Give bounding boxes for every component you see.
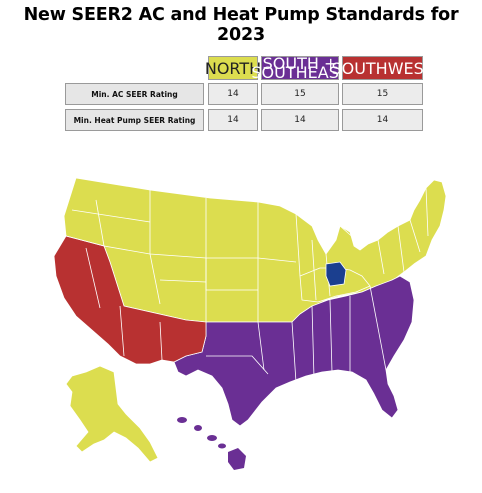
header-south-southeast: SOUTH + SOUTHEAST	[251, 54, 349, 82]
value-ac-south-southeast: 15	[261, 83, 339, 105]
value-hp-north: 14	[208, 109, 258, 131]
row-label-heat-pump: Min. Heat Pump SEER Rating	[65, 109, 204, 131]
map-highlight-state	[325, 261, 347, 287]
map-region-alaska	[65, 365, 159, 463]
header-north: NORTH	[205, 56, 261, 80]
page-title: New SEER2 AC and Heat Pump Standards for…	[23, 5, 459, 45]
row-label-ac: Min. AC SEER Rating	[65, 83, 204, 105]
map-region-hawaii	[177, 417, 246, 470]
value-hp-south-southeast: 14	[261, 109, 339, 131]
value-ac-southwest: 15	[342, 83, 423, 105]
value-ac-north: 14	[208, 83, 258, 105]
header-southwest: SOUTHWEST	[331, 56, 434, 80]
value-hp-southwest: 14	[342, 109, 423, 131]
state-borders	[65, 187, 429, 383]
